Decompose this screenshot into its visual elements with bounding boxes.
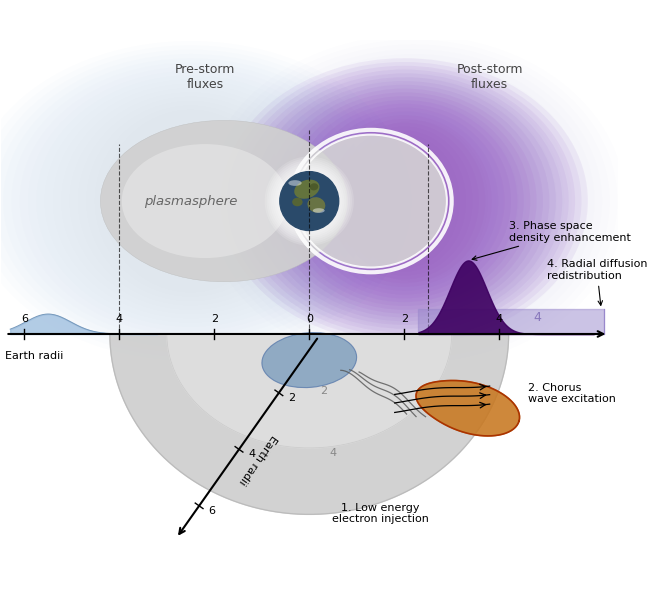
Text: 1. Low energy
electron injection: 1. Low energy electron injection	[332, 502, 429, 524]
Text: 2: 2	[320, 386, 327, 396]
Text: 4: 4	[496, 313, 503, 324]
Ellipse shape	[100, 120, 347, 282]
Text: 4: 4	[329, 448, 337, 458]
Text: Post-storm
fluxes: Post-storm fluxes	[457, 64, 523, 92]
Text: 2: 2	[211, 313, 218, 324]
Polygon shape	[416, 381, 519, 436]
Text: 4: 4	[115, 313, 123, 324]
Text: 2: 2	[401, 313, 408, 324]
Polygon shape	[110, 334, 509, 514]
Text: 6: 6	[21, 313, 28, 324]
Text: 4. Radial diffusion
redistribution: 4. Radial diffusion redistribution	[546, 259, 647, 306]
Circle shape	[271, 162, 348, 240]
Ellipse shape	[310, 183, 318, 191]
Ellipse shape	[313, 208, 325, 213]
Circle shape	[267, 158, 352, 244]
Circle shape	[278, 170, 341, 232]
Text: 0: 0	[306, 313, 313, 324]
Text: 3. Phase space
density enhancement: 3. Phase space density enhancement	[472, 221, 630, 260]
Ellipse shape	[220, 58, 588, 344]
Text: plasmasphere: plasmasphere	[144, 194, 237, 208]
Ellipse shape	[292, 198, 303, 207]
Text: Pre-storm
fluxes: Pre-storm fluxes	[175, 64, 235, 92]
Ellipse shape	[308, 197, 325, 213]
Circle shape	[274, 166, 345, 236]
Circle shape	[272, 164, 346, 238]
Text: 4: 4	[248, 449, 255, 459]
Circle shape	[269, 160, 350, 242]
Text: 2: 2	[288, 393, 296, 403]
Text: Earth radii: Earth radii	[5, 351, 64, 360]
Text: 6: 6	[209, 506, 215, 516]
Text: 2. Chorus
wave excitation: 2. Chorus wave excitation	[527, 382, 616, 404]
Text: Earth radii: Earth radii	[237, 433, 279, 486]
Ellipse shape	[288, 180, 302, 186]
Ellipse shape	[294, 180, 319, 199]
Ellipse shape	[121, 144, 288, 258]
Circle shape	[265, 156, 354, 246]
Text: 4: 4	[533, 312, 541, 324]
Ellipse shape	[295, 134, 447, 268]
Circle shape	[276, 168, 343, 234]
Circle shape	[280, 172, 339, 230]
Polygon shape	[167, 334, 451, 448]
Ellipse shape	[262, 332, 356, 387]
